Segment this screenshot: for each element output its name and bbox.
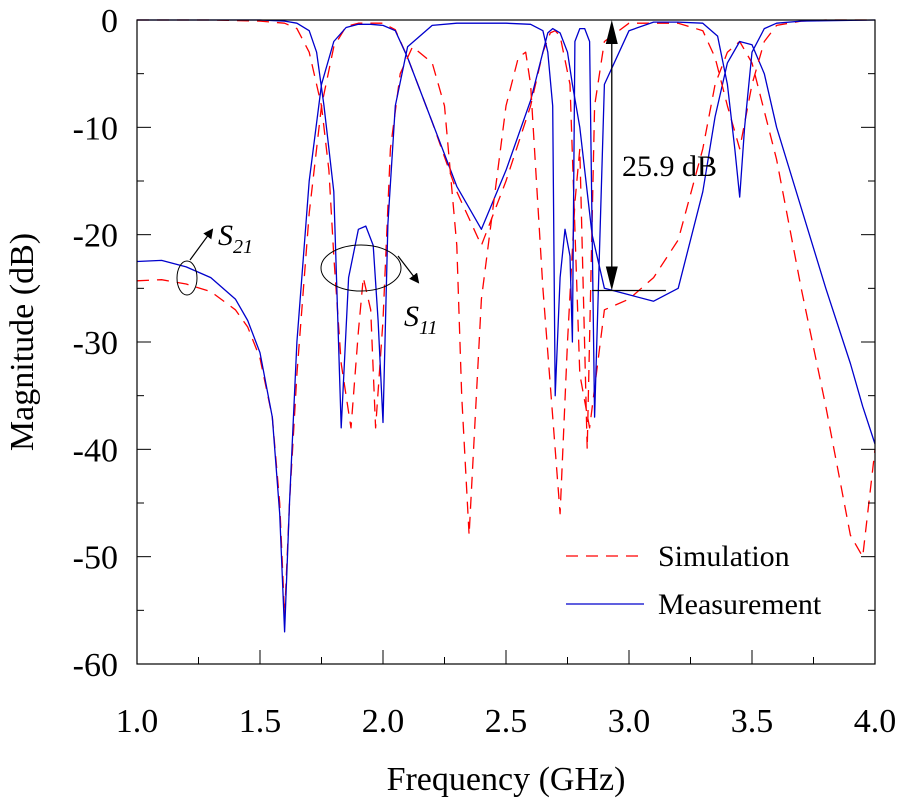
series-simulation-s21 <box>136 22 876 617</box>
x-tick-label: 4.0 <box>854 703 897 740</box>
series-measurement-s21 <box>136 23 876 633</box>
legend: Simulation Measurement <box>566 540 822 621</box>
s21-marker-ellipse <box>176 260 198 296</box>
tick-layer: 1.0 1.5 2.0 2.5 3.0 3.5 4.0 0 -10 -20 -30 -40 -50 -60 <box>73 3 897 740</box>
s21-arrow <box>189 228 214 261</box>
x-tick-label: 2.5 <box>485 703 528 740</box>
x-tick-label: 1.0 <box>116 703 159 740</box>
x-tick-label: 3.5 <box>731 703 774 740</box>
series-measurement-s11 <box>137 19 876 429</box>
x-tick-label: 3.0 <box>608 703 651 740</box>
y-tick-label: 0 <box>101 3 118 40</box>
series-layer <box>136 19 876 633</box>
s11-label: S11 <box>404 300 438 339</box>
y-tick-label: -60 <box>73 647 118 684</box>
rejection-arrowhead-bottom <box>605 266 618 291</box>
s11-marker-ellipse <box>320 244 402 292</box>
legend-measurement-label: Measurement <box>658 588 822 621</box>
y-tick-label: -50 <box>73 540 118 577</box>
legend-simulation-label: Simulation <box>658 540 790 573</box>
x-axis-label: Frequency (GHz) <box>387 761 626 798</box>
rejection-label: 25.9 dB <box>622 150 717 183</box>
y-tick-label: -20 <box>73 218 118 255</box>
s21-subscript: 21 <box>233 236 253 258</box>
series-simulation-s11 <box>137 19 875 536</box>
s11-arrow <box>397 255 420 284</box>
y-tick-label: -30 <box>73 325 118 362</box>
y-axis-label: Magnitude (dB) <box>4 233 41 451</box>
x-tick-label: 1.5 <box>239 703 282 740</box>
rejection-arrowhead-top <box>605 20 618 44</box>
x-tick-label: 2.0 <box>362 703 405 740</box>
s21-label: S21 <box>218 219 253 258</box>
rejection-annotation: 25.9 dB <box>592 20 717 292</box>
s11-annotation: S11 <box>320 244 438 339</box>
y-tick-label: -10 <box>73 110 118 147</box>
y-tick-label: -40 <box>73 432 118 469</box>
s11-subscript: 11 <box>419 317 438 339</box>
s21-annotation: S21 <box>176 219 253 296</box>
